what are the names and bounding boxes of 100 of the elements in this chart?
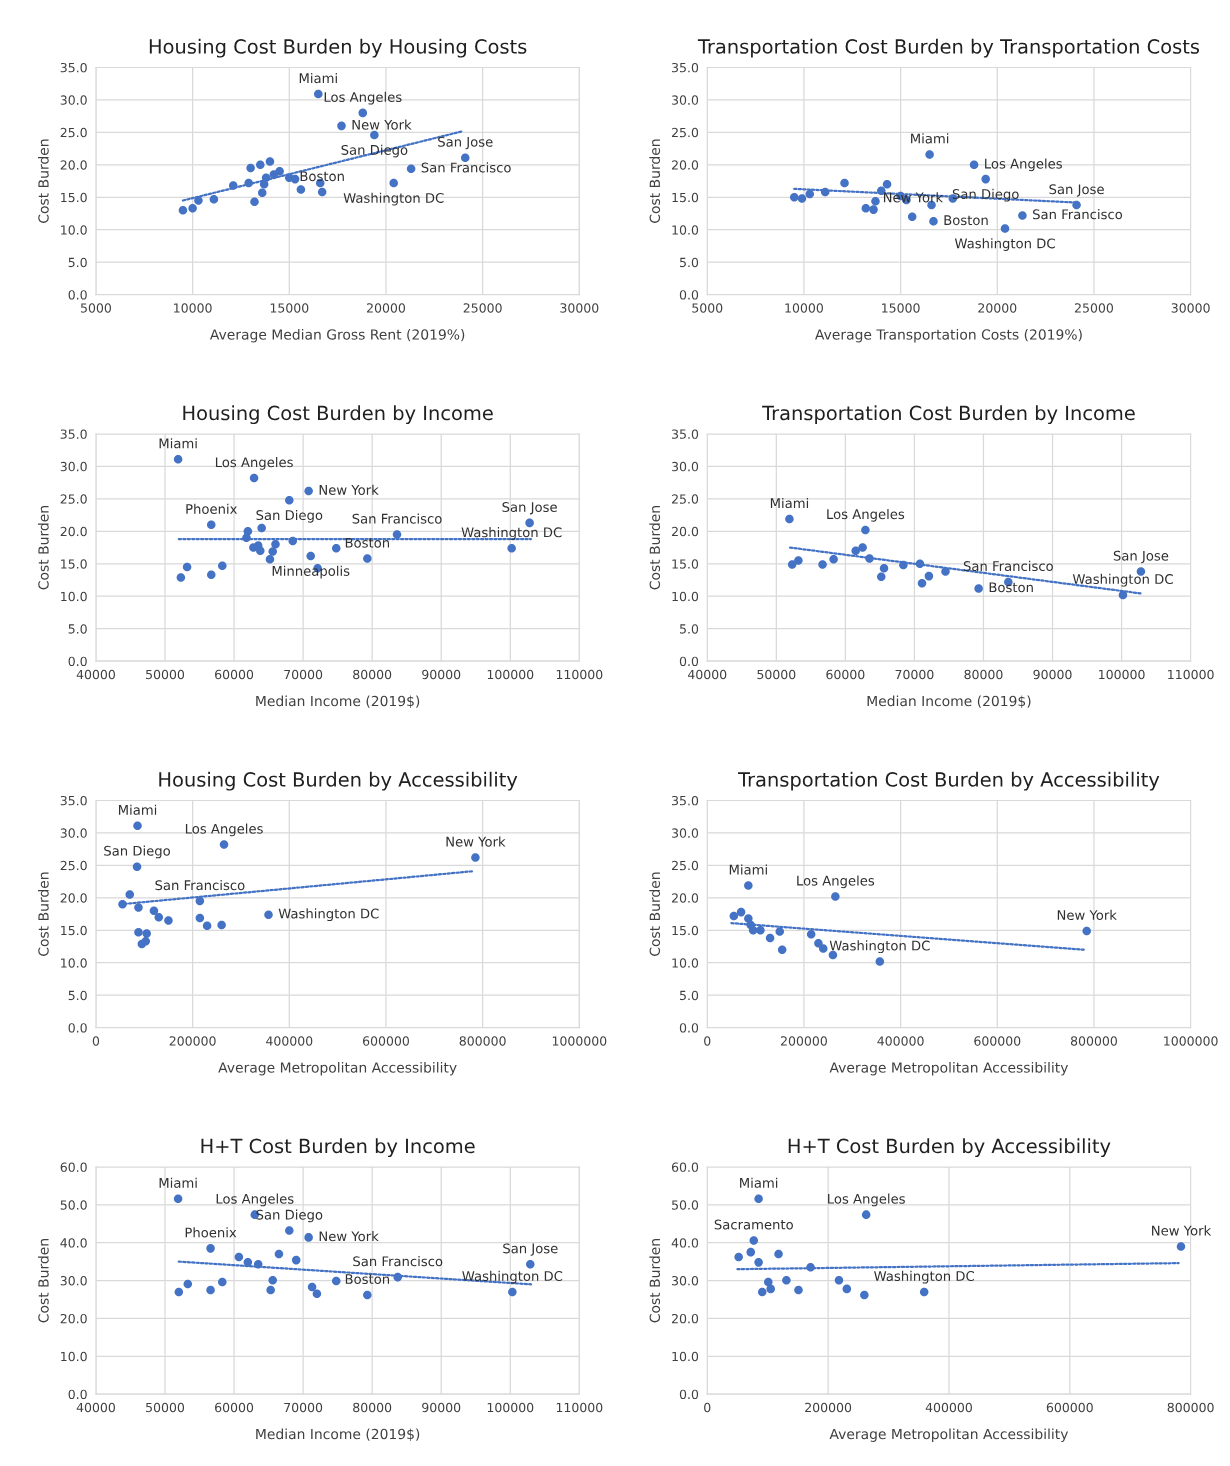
y-tick-label: 20.0 — [60, 893, 87, 903]
annotation: San Francisco — [353, 1256, 443, 1267]
point — [765, 933, 775, 943]
y-tick-label: 0.0 — [68, 1023, 87, 1033]
annotation: San Francisco — [421, 162, 511, 173]
x-axis-title: Average Metropolitan Accessibility — [218, 1061, 457, 1076]
point — [188, 204, 197, 213]
point — [266, 1285, 275, 1295]
x-tick-label: 100000 — [487, 1402, 534, 1413]
annotation: San Jose — [503, 1243, 558, 1256]
point — [869, 205, 878, 214]
y-tick-label: 15.0 — [672, 925, 699, 936]
point — [748, 926, 758, 935]
x-tick-label: 30000 — [1171, 303, 1210, 313]
annotation: Phoenix — [185, 1227, 237, 1238]
x-tick-label: 90000 — [422, 669, 461, 680]
y-tick-label: 5.0 — [680, 624, 699, 634]
point — [173, 1194, 183, 1204]
x-tick-label: 100000 — [1099, 669, 1145, 680]
point — [228, 181, 238, 190]
point — [202, 921, 212, 931]
point — [831, 892, 840, 901]
y-tick-label: 30.0 — [60, 1276, 87, 1286]
y-tick-label: 10.0 — [672, 958, 699, 968]
x-tick-label: 40000 — [687, 669, 727, 680]
point — [392, 530, 402, 539]
y-tick-label: 5.0 — [68, 257, 87, 268]
y-tick-label: 40.0 — [671, 1238, 699, 1248]
point — [306, 551, 315, 561]
point — [264, 910, 273, 919]
annotation: Washington DC — [278, 908, 379, 922]
point — [744, 881, 753, 890]
point — [389, 178, 398, 188]
point — [818, 560, 827, 569]
point — [307, 1282, 317, 1292]
y-tick-label: 10.0 — [672, 225, 699, 235]
annotation: San Diego — [104, 845, 171, 859]
x-tick-label: 5000 — [81, 303, 112, 313]
chart-title: Housing Cost Burden by Housing Costs — [149, 38, 527, 58]
point — [285, 495, 294, 505]
point — [195, 913, 205, 923]
y-axis-title: Cost Burden — [649, 506, 661, 590]
point — [370, 130, 379, 140]
point — [775, 927, 785, 936]
point — [253, 1259, 263, 1269]
point — [806, 1263, 815, 1272]
point — [244, 178, 253, 188]
annotation: Miami — [740, 1177, 778, 1188]
annotation: Phoenix — [186, 503, 237, 514]
point — [851, 546, 860, 556]
point — [218, 1277, 227, 1287]
y-tick-label: 50.0 — [60, 1200, 87, 1210]
x-tick-label: 40000 — [76, 669, 115, 680]
x-axis-title: Median Income (2019$) — [867, 695, 1031, 709]
x-tick-label: 90000 — [422, 1402, 461, 1413]
annotation: San Jose — [1049, 184, 1104, 197]
point — [218, 561, 227, 571]
point — [974, 584, 983, 593]
y-tick-label: 30.0 — [672, 828, 699, 838]
point — [234, 1252, 244, 1262]
chart-title: Transportation Cost Burden by Accessibility — [737, 771, 1160, 791]
x-tick-label: 15000 — [270, 303, 309, 313]
point — [1000, 224, 1010, 233]
point — [757, 1287, 767, 1297]
point — [195, 896, 205, 906]
x-tick-label: 70000 — [284, 1402, 323, 1413]
point — [981, 174, 990, 184]
point — [526, 1259, 535, 1269]
annotation: Miami — [159, 438, 197, 449]
y-tick-label: 35.0 — [60, 62, 87, 73]
point — [206, 1285, 215, 1295]
y-tick-label: 5.0 — [68, 624, 87, 634]
x-axis-title: Average Median Gross Rent (2019%) — [209, 328, 465, 343]
point — [736, 907, 746, 917]
point — [818, 944, 828, 953]
annotation: Los Angeles — [827, 508, 905, 522]
x-tick-label: 600000 — [974, 1036, 1021, 1046]
point — [861, 525, 870, 535]
y-tick-label: 20.0 — [60, 160, 87, 170]
x-tick-label: 800000 — [1167, 1402, 1214, 1413]
annotation: San Jose — [1113, 550, 1169, 564]
y-tick-label: 10.0 — [61, 591, 87, 602]
x-tick-label: 5000 — [692, 303, 723, 313]
y-tick-label: 60.0 — [60, 1162, 87, 1172]
point — [871, 196, 880, 206]
point — [285, 1226, 294, 1235]
annotation: Washington DC — [461, 527, 562, 540]
point — [178, 205, 188, 215]
y-tick-label: 60.0 — [671, 1162, 699, 1172]
annotation: San Jose — [502, 502, 557, 515]
point — [256, 160, 265, 170]
annotation: Washington DC — [1072, 573, 1173, 587]
x-axis-title: Average Transportation Costs (2019%) — [815, 328, 1082, 343]
point — [1176, 1242, 1186, 1251]
point — [275, 167, 284, 176]
y-tick-label: 25.0 — [672, 494, 699, 504]
point — [134, 903, 143, 912]
point — [794, 556, 803, 565]
x-tick-label: 800000 — [1070, 1036, 1117, 1046]
x-tick-label: 400000 — [877, 1036, 924, 1046]
